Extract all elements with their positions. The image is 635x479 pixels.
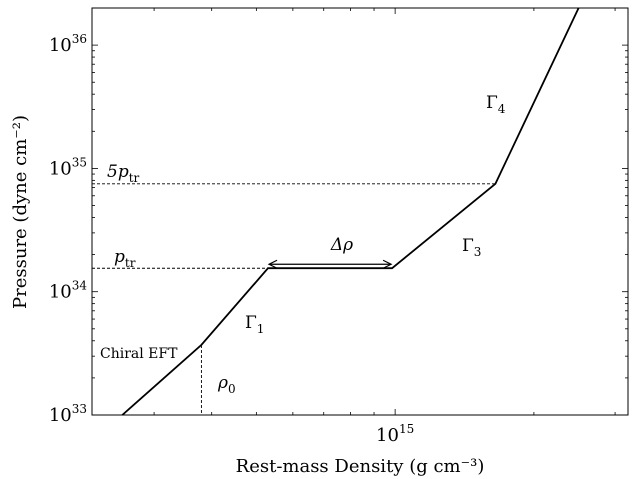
- delta-rho-arrow-head-left: [267, 259, 278, 269]
- ptr-label: ptr: [114, 247, 136, 270]
- y-tick-label: 1035: [49, 155, 87, 179]
- gamma4-label: Γ4: [486, 93, 506, 116]
- series-line: [121, 7, 580, 416]
- delta-rho-arrow-head-right: [382, 259, 393, 269]
- chiral-eft-label: Chiral EFT: [100, 346, 178, 362]
- rho0-label: ρ0: [217, 373, 236, 396]
- five-ptr-label: 5ptr: [107, 162, 140, 185]
- y-tick-label: 1034: [49, 279, 88, 303]
- y-tick-label: 1036: [49, 32, 87, 56]
- delta-rho-label: Δρ: [330, 235, 353, 255]
- y-axis-label: Pressure (dyne cm⁻²): [10, 115, 31, 309]
- x-axis-label: Rest-mass Density (g cm⁻³): [236, 456, 485, 477]
- plot-frame: [91, 7, 629, 416]
- y-tick-label: 1033: [49, 402, 87, 426]
- gamma1-label: Γ1: [245, 313, 264, 336]
- x-tick-label: 1015: [376, 422, 414, 446]
- gamma3-label: Γ3: [462, 236, 481, 259]
